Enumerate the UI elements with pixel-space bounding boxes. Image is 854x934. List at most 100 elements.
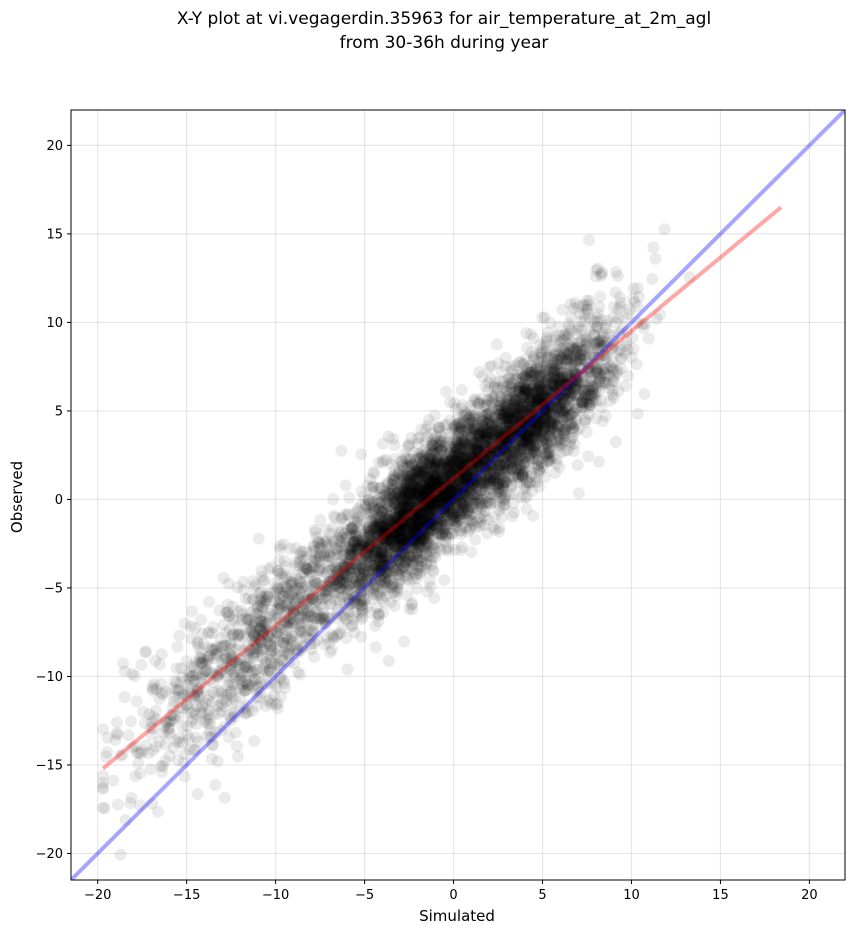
scatter-point [393, 524, 406, 537]
scatter-point [564, 378, 576, 391]
scatter-point [339, 582, 352, 595]
scatter-point [475, 470, 488, 483]
scatter-point [524, 403, 537, 416]
scatter-point [457, 464, 470, 477]
scatter-point [456, 429, 469, 442]
scatter-point [385, 458, 398, 471]
scatter-point [498, 408, 511, 421]
scatter-point [384, 532, 397, 545]
scatter-point [480, 427, 492, 440]
scatter-point [481, 408, 494, 421]
scatter-point [435, 445, 448, 458]
scatter-point [405, 511, 418, 524]
scatter-point [597, 340, 610, 353]
scatter-point [472, 478, 485, 491]
scatter-point [364, 585, 377, 598]
scatter-point [295, 620, 308, 633]
scatter-point [454, 451, 467, 464]
scatter-point [519, 384, 532, 397]
scatter-point [232, 639, 245, 652]
scatter-point [496, 392, 509, 405]
scatter-point [526, 407, 539, 420]
scatter-point [437, 500, 450, 513]
scatter-point [512, 459, 525, 472]
scatter-point [412, 469, 425, 482]
scatter-point [478, 473, 491, 486]
scatter-point [480, 399, 493, 412]
scatter-point [349, 563, 362, 575]
scatter-point [443, 484, 456, 497]
scatter-point [486, 445, 499, 458]
scatter-point [533, 417, 546, 430]
scatter-point [521, 418, 534, 431]
scatter-point [394, 557, 407, 570]
scatter-point [588, 390, 601, 403]
scatter-point [569, 296, 582, 309]
scatter-point [477, 444, 490, 457]
scatter-point [261, 590, 274, 603]
scatter-point [599, 322, 612, 334]
scatter-point [413, 507, 426, 520]
scatter-point [308, 579, 321, 592]
scatter-point [189, 708, 202, 721]
scatter-point [217, 652, 230, 665]
scatter-point [534, 391, 547, 404]
scatter-point [464, 428, 477, 441]
scatter-point [520, 428, 533, 441]
scatter-point [407, 510, 420, 522]
scatter-point [505, 401, 518, 414]
scatter-point [541, 359, 554, 372]
scatter-point [349, 606, 361, 619]
scatter-point [226, 654, 239, 667]
scatter-point [423, 457, 436, 470]
scatter-point [437, 485, 450, 498]
scatter-point [453, 487, 466, 500]
scatter-point [163, 721, 176, 734]
scatter-point [394, 546, 407, 558]
scatter-point [536, 311, 549, 324]
scatter-point [583, 234, 595, 247]
scatter-point [525, 406, 538, 418]
scatter-point [194, 706, 207, 719]
scatter-point [423, 477, 436, 490]
scatter-point [386, 581, 399, 593]
scatter-point [448, 482, 461, 495]
scatter-point [582, 450, 595, 463]
scatter-point [375, 531, 388, 544]
scatter-point [155, 648, 168, 661]
scatter-point [315, 593, 328, 606]
scatter-point [463, 466, 476, 479]
scatter-point [406, 457, 419, 470]
scatter-point [425, 511, 438, 524]
scatter-point [412, 511, 425, 524]
scatter-point [231, 605, 244, 618]
scatter-point [505, 457, 518, 470]
scatter-point [459, 475, 472, 488]
scatter-point [380, 514, 392, 527]
scatter-point [447, 451, 460, 464]
scatter-point [341, 603, 354, 616]
scatter-point [233, 629, 246, 642]
scatter-point [413, 511, 426, 524]
scatter-point [394, 492, 407, 505]
scatter-point [517, 425, 530, 438]
scatter-point [173, 629, 186, 642]
scatter-point [180, 699, 193, 712]
scatter-point [539, 390, 552, 403]
scatter-points [97, 223, 696, 861]
scatter-point [356, 606, 369, 619]
scatter-point [398, 635, 411, 648]
scatter-point [394, 517, 407, 530]
scatter-point [349, 594, 361, 607]
scatter-point [502, 446, 515, 458]
scatter-point [551, 381, 564, 394]
scatter-point [426, 503, 439, 516]
scatter-point [417, 452, 430, 465]
scatter-point [392, 583, 404, 595]
scatter-point [378, 529, 391, 542]
scatter-point [192, 690, 205, 703]
scatter-point [427, 470, 440, 482]
scatter-point [372, 528, 385, 541]
scatter-point [313, 612, 326, 625]
scatter-point [514, 468, 527, 481]
